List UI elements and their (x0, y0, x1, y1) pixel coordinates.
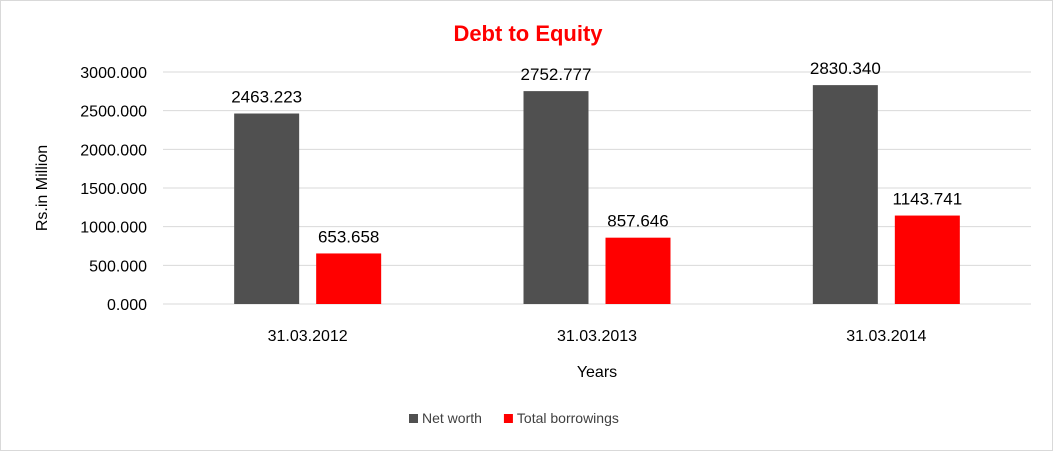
gridlines (163, 71, 1031, 305)
chart-title: Debt to Equity (453, 21, 603, 46)
y-axis-ticks: 0.000 500.000 1000.000 1500.000 2000.000 2500… (80, 65, 147, 314)
data-label: 857.646 (607, 212, 668, 231)
bar-total-borrowings (894, 215, 960, 304)
legend-swatch (503, 414, 513, 423)
y-tick-label: 0.000 (107, 297, 147, 314)
y-tick-label: 1500.000 (80, 181, 147, 198)
data-label: 1143.741 (893, 190, 963, 209)
x-tick-label: 31.03.2014 (846, 328, 926, 345)
legend: Net worth Total borrowings (409, 410, 619, 426)
y-tick-label: 2000.000 (80, 142, 147, 159)
legend-swatch (409, 414, 418, 423)
data-label: 653.658 (318, 227, 379, 246)
data-label: 2752.777 (521, 65, 592, 84)
y-tick-label: 500.000 (89, 258, 147, 275)
data-label: 2830.340 (810, 59, 881, 78)
bar-total-borrowings (605, 237, 671, 304)
x-axis-ticks: 31.03.2012 31.03.2013 31.03.2014 (268, 328, 927, 345)
bars (234, 85, 960, 304)
y-axis-title: Rs.in Million (34, 145, 51, 231)
x-tick-label: 31.03.2012 (268, 328, 348, 345)
bar-total-borrowings (316, 253, 382, 304)
data-label: 2463.223 (231, 88, 302, 107)
legend-label: Total borrowings (517, 410, 619, 426)
x-tick-label: 31.03.2013 (557, 328, 637, 345)
y-tick-label: 3000.000 (80, 65, 147, 82)
y-tick-label: 2500.000 (80, 104, 147, 121)
bar-net-worth (523, 91, 589, 304)
bar-net-worth (812, 85, 878, 304)
legend-label: Net worth (422, 410, 482, 426)
y-tick-label: 1000.000 (80, 220, 147, 237)
x-axis-title: Years (577, 364, 617, 381)
data-labels: 2463.223 653.658 2752.777 857.646 2830.340 11… (231, 59, 962, 246)
bar-net-worth (234, 113, 300, 304)
